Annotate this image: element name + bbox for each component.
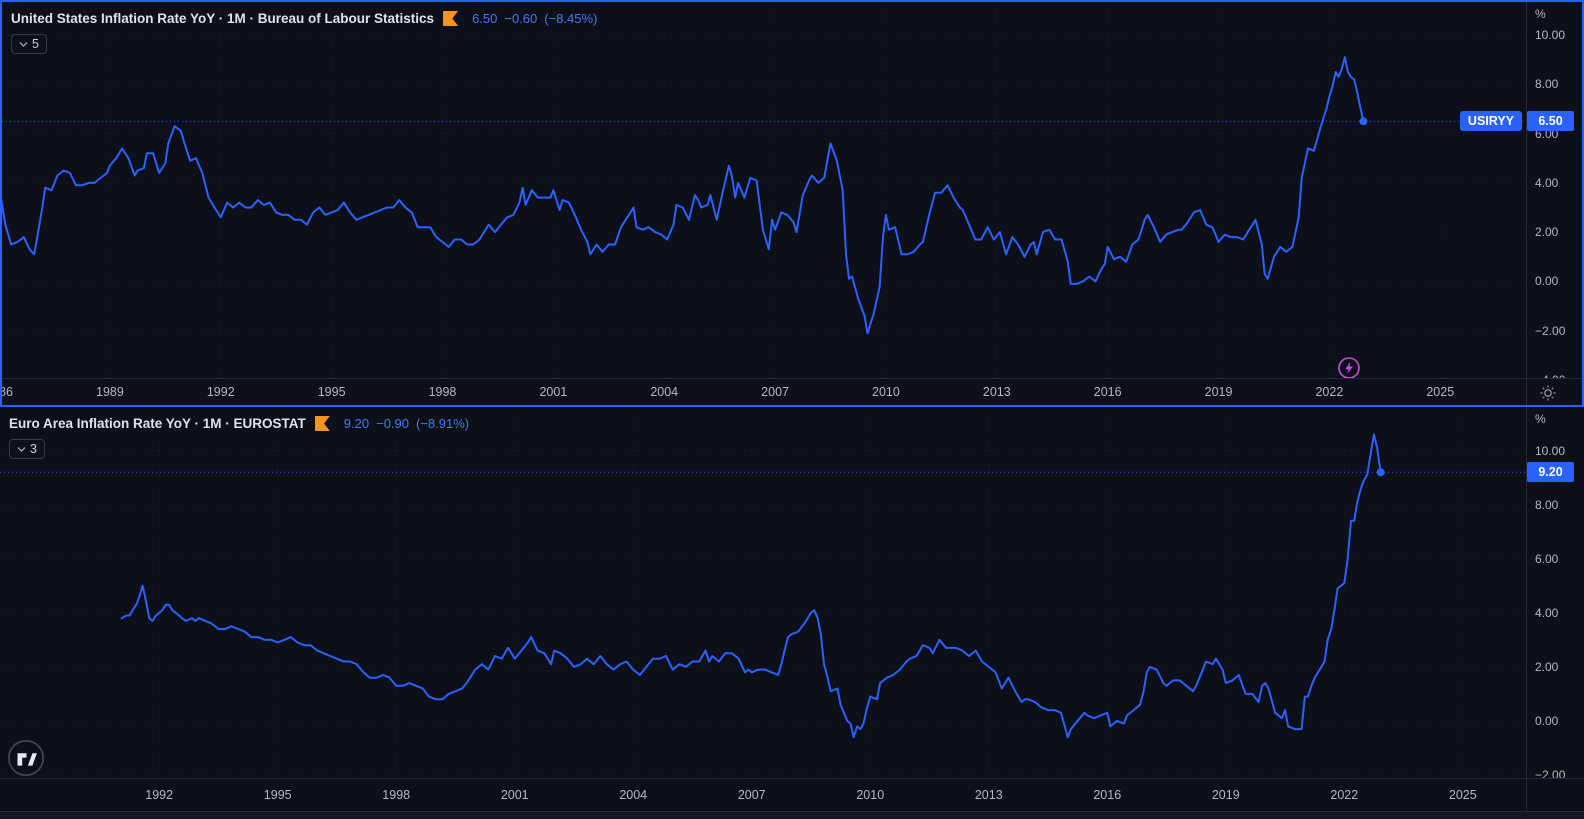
time-axis-label: 1998 [382, 788, 411, 802]
time-axis-label: 2007 [737, 788, 766, 802]
time-axis-label: 2016 [1093, 385, 1122, 399]
last-price-tag-us: 6.50 [1527, 111, 1574, 132]
last-value-us: 6.50 [472, 11, 498, 26]
series-title-us[interactable]: United States Inflation Rate YoY · 1M · … [11, 11, 435, 26]
series-title-euro[interactable]: Euro Area Inflation Rate YoY · 1M · EURO… [9, 416, 306, 431]
time-axis-label: 2013 [974, 788, 1003, 802]
time-axis-label: 2010 [856, 788, 885, 802]
legend-euro: Euro Area Inflation Rate YoY · 1M · EURO… [9, 414, 469, 459]
time-axis-label: 1989 [96, 385, 124, 399]
price-axis-us[interactable]: % 6.50 10.008.006.004.002.000.00−2.00−4.… [1526, 2, 1582, 378]
change-value-us: −0.60 [504, 11, 538, 26]
time-axis-label: 2007 [761, 385, 789, 399]
time-axis-label: 2022 [1315, 385, 1344, 399]
axis-corner-euro [1526, 778, 1584, 811]
time-axis-label: 1986 [2, 385, 13, 399]
price-axis-label: −4.00 [1535, 372, 1565, 378]
time-axis-label: 1992 [145, 788, 174, 802]
ticker-price-label: USIRYY [1459, 111, 1522, 132]
us-inflation-line-chart [2, 2, 1526, 378]
time-axis-label: 2019 [1211, 788, 1240, 802]
time-axis-label: 2016 [1093, 788, 1122, 802]
time-axis-label: 2010 [872, 385, 900, 399]
series-values-euro: 9.20 −0.90 (−8.91%) [344, 416, 469, 431]
flag-icon-us[interactable] [443, 11, 459, 26]
indicators-count-us: 5 [32, 37, 39, 51]
legend-us: United States Inflation Rate YoY · 1M · … [11, 9, 597, 54]
change-value-euro: −0.90 [376, 416, 410, 431]
price-axis-label: 10.00 [1535, 28, 1566, 43]
price-axis-label: 10.00 [1535, 443, 1566, 458]
time-axis-label: 2004 [650, 385, 679, 399]
last-value-euro: 9.20 [343, 416, 370, 431]
price-axis-label: 6.00 [1535, 551, 1559, 566]
pane-us-inflation: USIRYY % 6.50 10.00 8.00 6.00 4.00 2.00 0.00−… [0, 0, 1584, 407]
price-axis-label: 2.00 [1535, 659, 1559, 674]
price-axis-label: 8.00 [1535, 497, 1559, 512]
lightning-icon[interactable] [1337, 356, 1361, 378]
axis-corner-us [1526, 378, 1582, 405]
time-axis-us[interactable]: 1986 1989 1992 1995 1998 2001 2004 2007 2010 2013… [2, 378, 1526, 405]
last-price-tag-euro: 9.20 [1527, 462, 1574, 483]
us-chart-plot-area[interactable]: USIRYY [2, 2, 1526, 378]
change-pct-us: (−8.45%) [544, 11, 598, 26]
time-axis-label: 2001 [539, 385, 568, 399]
time-axis-label: 1992 [206, 385, 235, 399]
price-axis-label: −2.00 [1535, 768, 1566, 778]
pane-euro-inflation: % 9.20 10.00 8.00 6.00 4.00 2.00 0.00 −2.00 19… [0, 407, 1584, 811]
time-axis-label: 2025 [1426, 385, 1455, 399]
time-axis-label: 2013 [982, 385, 1011, 399]
price-axis-label: 4.00 [1535, 605, 1559, 620]
time-axis-label: 1998 [428, 385, 457, 399]
price-axis-label: 8.00 [1535, 77, 1559, 92]
time-axis-label: 2025 [1448, 788, 1477, 802]
euro-inflation-line-chart [0, 407, 1526, 778]
display-settings-sun-icon[interactable] [1537, 382, 1559, 404]
axis-unit-label: % [1535, 412, 1546, 426]
time-axis-label: 1995 [263, 788, 292, 802]
flag-icon-euro[interactable] [314, 416, 330, 431]
time-axis-euro[interactable]: 1992 1995 1998 2001 2004 2007 2010 2013 2016 2019… [0, 778, 1526, 811]
indicators-count-euro: 3 [30, 442, 37, 456]
price-axis-label: 0.00 [1535, 274, 1559, 289]
indicators-count-button-us[interactable]: 5 [11, 34, 47, 54]
time-axis-label: 2019 [1204, 385, 1233, 399]
indicators-count-button-euro[interactable]: 3 [9, 439, 45, 459]
price-axis-label: 0.00 [1535, 713, 1559, 728]
chevron-down-icon [19, 41, 28, 47]
change-pct-euro: (−8.91%) [416, 416, 470, 431]
euro-chart-plot-area[interactable] [0, 407, 1526, 778]
time-axis-label: 2004 [619, 788, 648, 802]
price-axis-label: 2.00 [1535, 225, 1559, 240]
series-values-us: 6.50 −0.60 (−8.45%) [472, 11, 597, 26]
chevron-down-icon [17, 446, 26, 452]
price-axis-label: 4.00 [1535, 175, 1559, 190]
price-axis-euro[interactable]: % 9.20 10.00 8.00 6.00 4.00 2.00 0.00 −2.00 [1526, 407, 1584, 778]
bottom-toolbar-edge [0, 811, 1584, 819]
axis-unit-label: % [1535, 7, 1546, 21]
time-axis-label: 2022 [1330, 788, 1359, 802]
price-axis-label: −2.00 [1535, 323, 1566, 338]
time-axis-label: 1995 [317, 385, 346, 399]
time-axis-label: 2001 [500, 788, 529, 802]
tradingview-logo[interactable] [7, 739, 45, 777]
